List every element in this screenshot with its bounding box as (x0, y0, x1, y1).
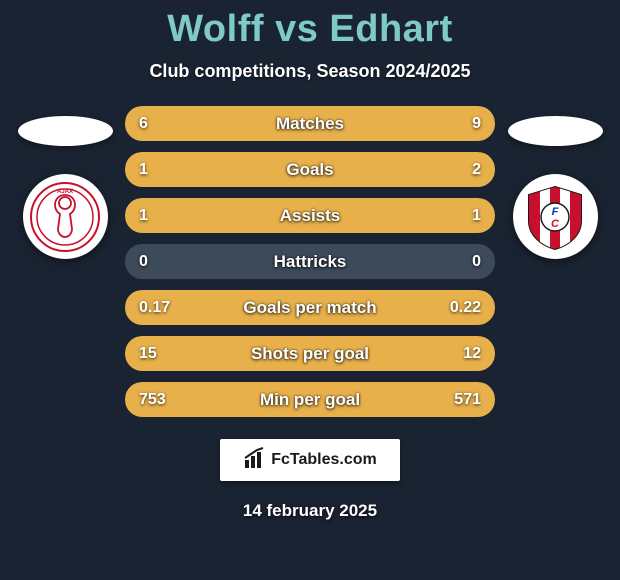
stat-bar: 1 2 Goals (125, 152, 495, 187)
stat-fill-right (247, 152, 495, 187)
stat-value-right: 2 (472, 161, 481, 179)
stat-value-left: 1 (139, 161, 148, 179)
page-subtitle: Club competitions, Season 2024/2025 (149, 61, 470, 82)
stat-label: Matches (276, 114, 344, 134)
left-player-col: AJAX (15, 106, 115, 259)
stat-bar: 1 1 Assists (125, 198, 495, 233)
stat-bar: 6 9 Matches (125, 106, 495, 141)
club-badge-right: F C (513, 174, 598, 259)
stat-value-right: 571 (454, 391, 481, 409)
stat-label: Goals per match (243, 298, 376, 318)
site-logo-text: FcTables.com (271, 451, 377, 469)
svg-text:F: F (552, 206, 559, 218)
stat-value-right: 0.22 (450, 299, 481, 317)
footer-date: 14 february 2025 (243, 501, 377, 521)
player-head-silhouette (508, 116, 603, 146)
player-head-silhouette (18, 116, 113, 146)
site-logo: FcTables.com (220, 439, 400, 481)
svg-text:AJAX: AJAX (57, 189, 73, 195)
stat-label: Shots per goal (251, 344, 369, 364)
svg-text:C: C (551, 218, 560, 230)
stat-bar: 0.17 0.22 Goals per match (125, 290, 495, 325)
stat-value-right: 9 (472, 115, 481, 133)
stat-value-left: 753 (139, 391, 166, 409)
stat-value-left: 6 (139, 115, 148, 133)
utrecht-badge-icon: F C (519, 181, 591, 253)
right-player-col: F C (505, 106, 605, 259)
stat-label: Min per goal (260, 390, 360, 410)
comparison-area: AJAX 69Matches12Goals11Assists00Hattrick… (0, 106, 620, 417)
club-badge-left: AJAX (23, 174, 108, 259)
stat-value-right: 12 (463, 345, 481, 363)
page-title: Wolff vs Edhart (167, 8, 453, 51)
stat-value-left: 1 (139, 207, 148, 225)
stat-value-right: 0 (472, 253, 481, 271)
stat-bar: 753 571 Min per goal (125, 382, 495, 417)
stat-label: Goals (286, 160, 333, 180)
stat-label: Assists (280, 206, 340, 226)
stat-value-left: 15 (139, 345, 157, 363)
stats-column: 69Matches12Goals11Assists00Hattricks0.17… (125, 106, 495, 417)
stat-bar: 15 12 Shots per goal (125, 336, 495, 371)
stat-bar: 0 0 Hattricks (125, 244, 495, 279)
bar-chart-icon (243, 446, 267, 475)
stat-value-left: 0 (139, 253, 148, 271)
stat-value-right: 1 (472, 207, 481, 225)
stat-label: Hattricks (274, 252, 347, 272)
stat-value-left: 0.17 (139, 299, 170, 317)
ajax-badge-icon: AJAX (29, 181, 101, 253)
